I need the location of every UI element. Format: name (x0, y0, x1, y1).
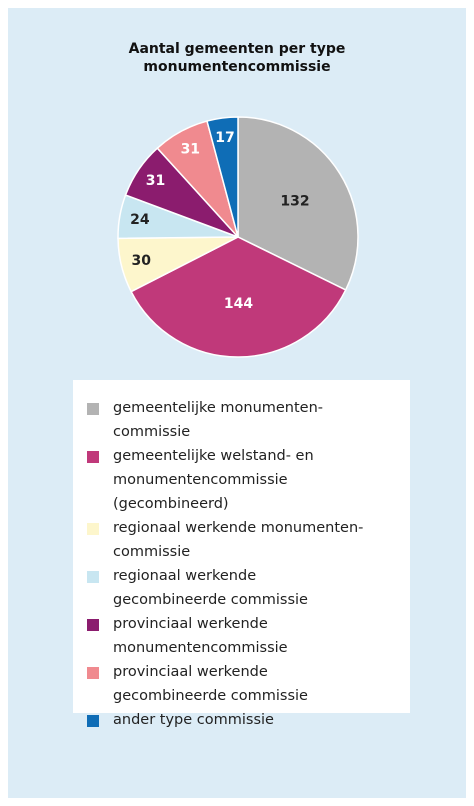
legend-label: provinciaal werkende monumentencommissie (113, 616, 288, 656)
legend-label: provinciaal werkende gecombineerde commi… (113, 664, 308, 704)
pie-slice (206, 116, 239, 238)
legend-swatch (87, 715, 99, 727)
legend-swatch (87, 571, 99, 583)
data-label: 17 (215, 130, 234, 146)
data-label: 31 (146, 173, 165, 189)
data-label: 30 (132, 253, 152, 269)
legend-label: regionaal werkende monumenten- commissie (113, 520, 364, 560)
legend-label: ander type commissie (113, 712, 274, 728)
legend: gemeentelijke monumenten- commissie gemee… (73, 380, 410, 728)
legend-entry: provinciaal werkende monumentencommissie (87, 612, 400, 660)
legend-entry: regionaal werkende gecombineerde commiss… (87, 564, 400, 612)
data-label: 144 (224, 296, 253, 312)
pie-slice (237, 116, 359, 291)
legend-swatch (87, 667, 99, 679)
legend-swatch (87, 451, 99, 463)
pie-slice (130, 236, 347, 358)
data-label: 24 (130, 212, 150, 228)
legend-label: gemeentelijke monumenten- commissie (113, 400, 324, 440)
legend-entry: provinciaal werkende gecombineerde commi… (87, 660, 400, 708)
legend-label: regionaal werkende gecombineerde commiss… (113, 568, 308, 608)
legend-entry: gemeentelijke welstand- en monumentencom… (87, 444, 400, 516)
legend-entry: gemeentelijke monumenten- commissie (87, 396, 400, 444)
data-label: 31 (181, 142, 200, 158)
legend-swatch (87, 523, 99, 535)
pie-chart: 132 144 30 24 31 31 17 (117, 116, 359, 358)
legend-swatch (87, 619, 99, 631)
legend-swatch (87, 403, 99, 415)
chart-title: Aantal gemeenten per type monumentencomm… (128, 41, 346, 75)
legend-entry: regionaal werkende monumenten- commissie (87, 516, 400, 564)
legend-entry: ander type commissie (87, 708, 400, 732)
legend-label: gemeentelijke welstand- en monumentencom… (113, 448, 314, 512)
data-label: 132 (280, 193, 309, 209)
